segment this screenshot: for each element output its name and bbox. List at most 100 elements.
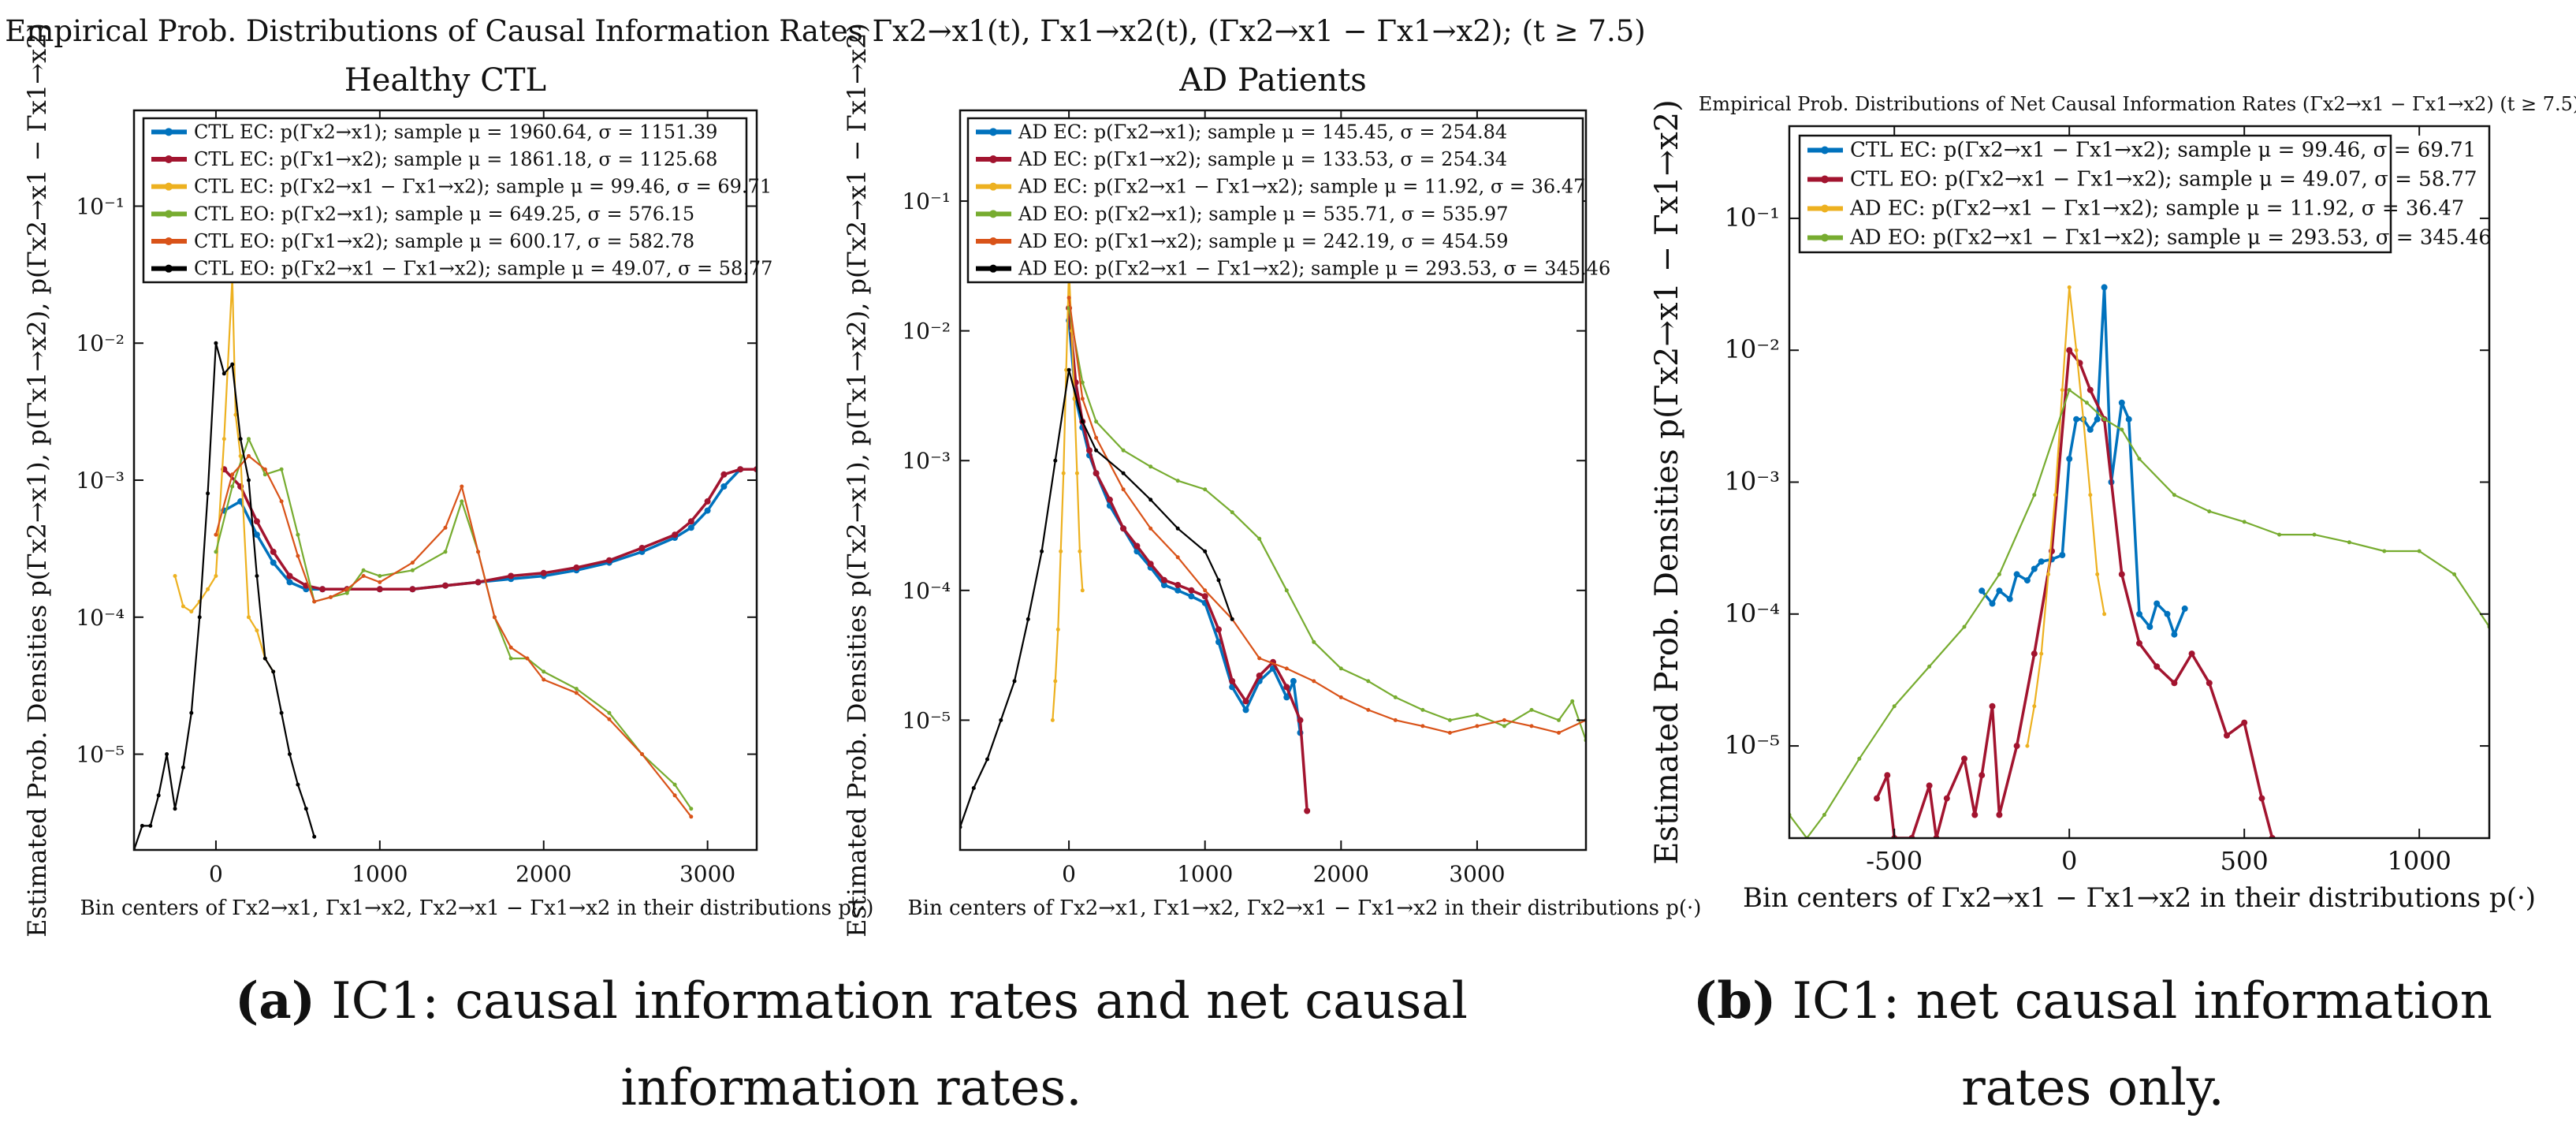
data-point: [443, 525, 448, 530]
data-point: [1175, 555, 1180, 560]
data-point: [1366, 679, 1371, 684]
legend-box: [1798, 134, 2392, 254]
data-point: [1216, 578, 1221, 583]
data-point: [1174, 582, 1182, 588]
legend-marker: [165, 264, 173, 273]
data-point: [253, 531, 260, 539]
data-point: [1160, 576, 1167, 583]
data-point: [2006, 595, 2013, 602]
data-point: [303, 807, 308, 811]
data-point: [214, 550, 218, 554]
data-point: [2207, 509, 2212, 514]
data-point: [1312, 639, 1316, 644]
data-point: [214, 574, 218, 578]
data-point: [985, 757, 989, 762]
data-point: [409, 586, 416, 593]
data-point: [1257, 656, 1262, 661]
data-point: [376, 586, 383, 593]
data-point: [2013, 571, 2020, 578]
data-point: [1997, 572, 2001, 576]
x-axis-label: Bin centers of Γx2→x1 − Γx1→x2 in their …: [1743, 882, 2536, 914]
data-point: [1420, 724, 1425, 729]
data-point: [687, 524, 694, 531]
data-point: [1557, 717, 1561, 722]
data-point: [2066, 456, 2073, 462]
y-tick-label: 10⁻²: [1725, 334, 1780, 364]
data-point: [1304, 807, 1311, 814]
legend-marker: [165, 210, 173, 218]
data-point: [2073, 416, 2080, 423]
y-axis-label: Estimated Prob. Densities p(Γx2→x1), p(Γ…: [842, 23, 872, 937]
data-point: [2241, 719, 2248, 726]
data-point: [2086, 386, 2094, 393]
legend-marker: [989, 128, 997, 136]
data-point: [1147, 561, 1154, 568]
caption-a-tag: (a): [235, 971, 316, 1031]
data-point: [1297, 717, 1304, 724]
series-group: [1789, 284, 2489, 838]
chart-title: Healthy CTL: [344, 62, 546, 99]
data-point: [2118, 571, 2125, 578]
data-point: [2023, 577, 2031, 584]
legend-entry: CTL EO: p(Γx2→x1); sample μ = 649.25, σ …: [194, 203, 694, 225]
data-point: [1230, 510, 1234, 515]
data-point: [1061, 471, 1066, 475]
data-point: [2039, 651, 2044, 656]
data-point: [361, 574, 366, 578]
x-tick-label: 1000: [2387, 846, 2451, 876]
data-point: [1892, 704, 1897, 709]
data-point: [286, 579, 293, 586]
data-point: [1120, 525, 1127, 532]
legend-entry: AD EO: p(Γx2→x1); sample μ = 535.71, σ =…: [1018, 203, 1508, 225]
data-point: [508, 645, 513, 650]
data-point: [1203, 487, 1208, 492]
data-point: [2417, 549, 2422, 553]
data-point: [638, 545, 646, 551]
data-point: [140, 823, 144, 828]
data-point: [1979, 772, 1986, 779]
data-point: [1961, 755, 1967, 762]
x-tick-label: -500: [1866, 846, 1923, 876]
data-point: [2224, 732, 2230, 739]
legend-marker: [165, 128, 173, 136]
data-point: [1055, 627, 1060, 632]
data-point: [214, 341, 218, 345]
data-point: [1420, 707, 1425, 712]
legend-marker: [989, 155, 997, 163]
data-point: [312, 599, 317, 604]
chart-2: AD Patients 0 1000 2000 3000 10⁻⁵ 10⁻⁴ 10⁻³ 10⁻²…: [842, 23, 1701, 937]
legend-entry: CTL EO: p(Γx1→x2); sample μ = 600.17, σ …: [194, 230, 694, 252]
series-line-4: [1789, 389, 2489, 838]
data-point: [2102, 612, 2107, 617]
data-point: [1093, 470, 1100, 477]
data-point: [247, 615, 251, 620]
data-point: [672, 782, 677, 787]
y-tick-label: 10⁻¹: [902, 188, 951, 214]
series-line-3: [1052, 268, 1084, 721]
data-point: [1229, 677, 1236, 684]
data-point: [173, 574, 177, 578]
data-point: [2074, 348, 2079, 352]
data-point: [1529, 707, 1534, 712]
data-point: [2095, 572, 2100, 576]
data-point: [542, 669, 546, 674]
data-point: [720, 483, 728, 490]
x-tick-label: 2000: [516, 861, 571, 887]
data-point: [1989, 703, 1996, 710]
data-point: [247, 453, 251, 458]
data-point: [2067, 388, 2072, 393]
data-point: [460, 499, 464, 504]
legend-entry: AD EO: p(Γx1→x2); sample μ = 242.19, σ =…: [1018, 230, 1508, 252]
data-point: [442, 582, 449, 589]
data-point: [1080, 380, 1085, 385]
data-point: [1094, 419, 1099, 424]
data-point: [1080, 397, 1085, 401]
data-point: [1094, 435, 1099, 440]
series-line-3: [2026, 286, 2105, 747]
y-tick-label: 10⁻⁴: [1725, 598, 1780, 628]
data-point: [1475, 724, 1480, 729]
data-point: [2088, 493, 2093, 498]
data-point: [2146, 624, 2153, 630]
y-tick-label: 10⁻³: [1725, 467, 1780, 497]
legend-marker: [1821, 175, 1829, 184]
